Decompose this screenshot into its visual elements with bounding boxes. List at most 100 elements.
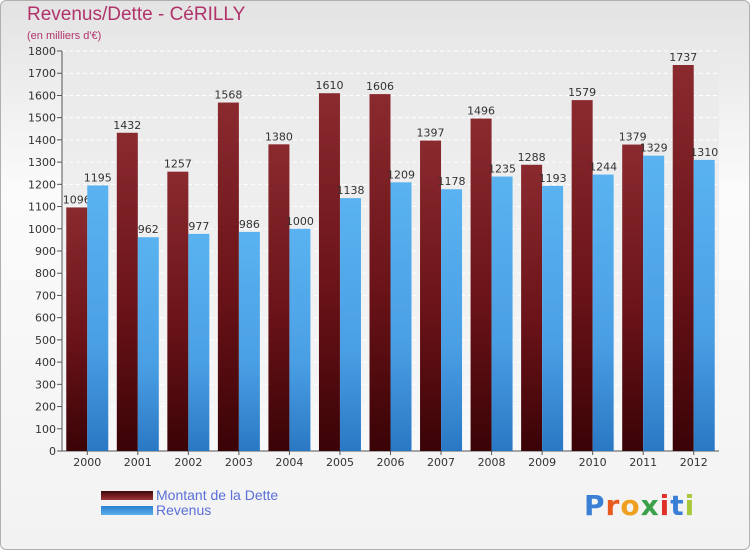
x-tick-label: 2005	[326, 456, 354, 469]
bar-revenus	[188, 233, 210, 451]
y-tick-label: 300	[35, 378, 56, 391]
data-label-revenus: 1329	[640, 142, 668, 155]
bar-revenus	[693, 159, 715, 451]
bar-dette	[420, 140, 442, 452]
legend-label-revenus: Revenus	[156, 502, 212, 518]
x-tick-label: 2001	[124, 456, 152, 469]
bar-revenus	[592, 174, 614, 452]
y-tick-label: 600	[35, 312, 56, 325]
logo-letter: P	[584, 489, 606, 522]
logo-letter: i	[659, 489, 671, 522]
data-label-dette: 1737	[669, 51, 697, 64]
bar-revenus	[289, 228, 311, 451]
data-label-revenus: 1178	[438, 175, 466, 188]
y-tick-label: 1100	[28, 201, 56, 214]
y-tick-label: 1500	[28, 112, 56, 125]
proxiti-logo: Proxiti	[584, 489, 695, 522]
y-tick-label: 400	[35, 356, 56, 369]
legend-label-dette: Montant de la Dette	[156, 487, 279, 503]
data-label-revenus: 1138	[336, 184, 364, 197]
bar-dette	[318, 93, 340, 451]
bar-revenus	[441, 189, 463, 451]
data-label-dette: 1257	[164, 158, 192, 171]
bar-revenus	[390, 182, 412, 452]
logo-letter: o	[620, 489, 641, 522]
y-tick-label: 1600	[28, 89, 56, 102]
y-tick-label: 700	[35, 289, 56, 302]
bar-dette	[622, 144, 644, 452]
logo-letter: x	[640, 489, 660, 522]
data-label-dette: 1496	[467, 105, 495, 118]
chart-title: Revenus/Dette - CéRILLY	[27, 4, 246, 25]
x-tick-label: 2000	[73, 456, 101, 469]
x-tick-label: 2006	[377, 456, 405, 469]
data-label-dette: 1432	[113, 119, 141, 132]
x-tick-label: 2007	[427, 456, 455, 469]
bar-dette	[167, 171, 189, 451]
data-label-dette: 1397	[417, 127, 445, 140]
data-label-dette: 1379	[619, 131, 647, 144]
y-tick-label: 100	[35, 423, 56, 436]
data-label-revenus: 1000	[286, 215, 314, 228]
legend-swatch-dette	[101, 490, 153, 500]
bar-dette	[521, 164, 543, 451]
bar-revenus	[87, 185, 109, 451]
bar-dette	[369, 94, 391, 451]
bar-dette	[66, 207, 88, 451]
x-tick-label: 2011	[629, 456, 657, 469]
data-label-revenus: 962	[138, 223, 159, 236]
y-tick-label: 1800	[28, 45, 56, 58]
y-tick-label: 500	[35, 334, 56, 347]
bar-dette	[672, 65, 694, 451]
x-tick-label: 2010	[579, 456, 607, 469]
x-tick-label: 2008	[478, 456, 506, 469]
y-tick-label: 900	[35, 245, 56, 258]
logo-letter: t	[670, 489, 685, 522]
bar-revenus	[137, 237, 159, 451]
data-label-dette: 1579	[568, 86, 596, 99]
data-label-dette: 1568	[214, 89, 242, 102]
y-tick-label: 1300	[28, 156, 56, 169]
data-label-revenus: 1193	[539, 172, 567, 185]
data-label-dette: 1610	[315, 79, 343, 92]
data-label-dette: 1380	[265, 130, 293, 143]
data-label-revenus: 1209	[387, 168, 415, 181]
chart-subtitle: (en milliers d'€)	[27, 30, 102, 42]
data-label-revenus: 1244	[589, 161, 617, 174]
bar-dette	[470, 118, 492, 452]
bar-revenus	[491, 176, 513, 452]
y-tick-label: 1400	[28, 134, 56, 147]
data-label-dette: 1606	[366, 80, 394, 93]
x-tick-label: 2002	[174, 456, 202, 469]
data-label-revenus: 1235	[488, 163, 516, 176]
x-tick-label: 2009	[528, 456, 556, 469]
x-tick-label: 2003	[225, 456, 253, 469]
legend-item-revenus: Revenus	[101, 502, 211, 518]
y-tick-label: 800	[35, 267, 56, 280]
y-tick-label: 200	[35, 401, 56, 414]
bar-dette	[571, 100, 593, 451]
bar-revenus	[339, 198, 361, 451]
data-label-revenus: 1195	[84, 171, 112, 184]
bar-dette	[217, 102, 239, 452]
legend-swatch-revenus	[101, 505, 153, 515]
logo-letter: i	[684, 489, 696, 522]
y-tick-label: 1000	[28, 223, 56, 236]
data-label-dette: 1288	[518, 151, 546, 164]
logo-letter: r	[605, 489, 621, 522]
y-tick-label: 1200	[28, 178, 56, 191]
data-label-revenus: 977	[188, 220, 209, 233]
legend-item-dette: Montant de la Dette	[101, 487, 278, 503]
y-tick-label: 0	[49, 445, 56, 458]
y-tick-label: 1700	[28, 67, 56, 80]
bar-revenus	[238, 231, 260, 451]
data-label-revenus: 986	[239, 218, 260, 231]
bar-revenus	[542, 185, 564, 451]
data-label-revenus: 1310	[690, 146, 718, 159]
x-tick-label: 2012	[680, 456, 708, 469]
bar-dette	[116, 132, 138, 451]
data-label-dette: 1096	[63, 193, 91, 206]
bar-revenus	[643, 155, 665, 451]
